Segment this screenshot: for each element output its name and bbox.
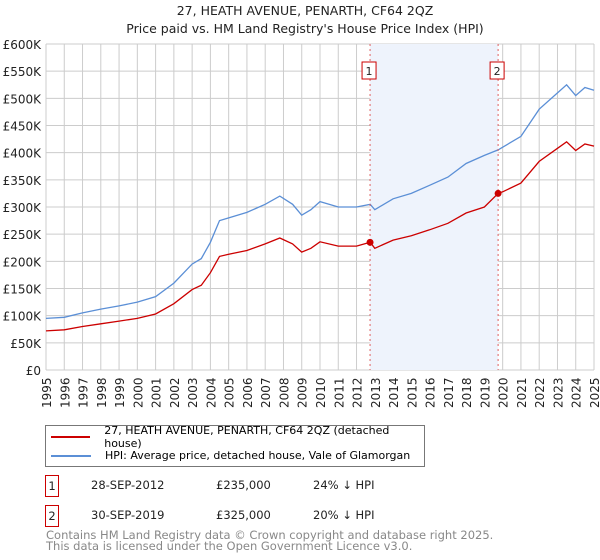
x-tick-label: 2011 <box>332 377 346 408</box>
price-chart: 27, HEATH AVENUE, PENARTH, CF64 2QZ Pric… <box>3 3 600 408</box>
x-tick-label: 2017 <box>442 377 456 408</box>
y-tick-label: £450K <box>3 120 43 134</box>
x-tick-label: 2001 <box>150 377 164 408</box>
y-tick-label: £300K <box>3 201 43 215</box>
sale-date: 30-SEP-2019 <box>91 508 165 522</box>
x-tick-label: 1998 <box>95 377 109 408</box>
y-tick-label: £600K <box>3 38 43 52</box>
x-tick-label: 2015 <box>405 377 419 408</box>
property-price-line <box>45 140 595 332</box>
chart-title: 27, HEATH AVENUE, PENARTH, CF64 2QZ <box>177 3 434 18</box>
sale-marker-label: 1 <box>45 475 59 497</box>
x-tick-label: 1996 <box>58 377 72 408</box>
x-tick-label: 2008 <box>277 377 291 408</box>
sale-row-2: 2 30-SEP-2019 £325,000 20% ↓ HPI <box>45 505 445 527</box>
sale-marker-box <box>361 61 377 80</box>
y-tick-label: £250K <box>3 228 43 242</box>
y-tick-label: £500K <box>3 92 43 106</box>
x-tick-label: 2014 <box>387 377 401 408</box>
hpi-line <box>45 83 595 320</box>
x-tick-label: 2016 <box>424 377 438 408</box>
footer-copyright: Contains HM Land Registry data © Crown c… <box>46 528 494 542</box>
x-tick-label: 2020 <box>497 377 511 408</box>
x-tick-label: 2023 <box>551 377 565 408</box>
x-tick-label: 2002 <box>168 377 182 408</box>
x-tick-label: 2022 <box>533 377 547 408</box>
x-tick-label: 1997 <box>77 377 91 408</box>
x-tick-label: 2009 <box>296 377 310 408</box>
sale-hpi-diff: 20% ↓ HPI <box>313 508 375 522</box>
y-tick-label: £100K <box>3 310 43 324</box>
x-tick-label: 2003 <box>186 377 200 408</box>
x-tick-label: 2012 <box>351 377 365 408</box>
chart-subtitle: Price paid vs. HM Land Registry's House … <box>126 21 483 36</box>
y-tick-label: £200K <box>3 255 43 269</box>
x-tick-label: 2013 <box>369 377 383 408</box>
sale-marker-label: 1 <box>366 65 373 78</box>
sale-price: £235,000 <box>216 478 271 492</box>
x-tick-label: 1995 <box>40 377 54 408</box>
x-tick-label: 2025 <box>588 377 600 408</box>
sale-period-shade <box>370 44 499 370</box>
x-tick-label: 2019 <box>478 377 492 408</box>
x-tick-label: 2018 <box>460 377 474 408</box>
sale-date: 28-SEP-2012 <box>91 478 165 492</box>
x-tick-label: 2024 <box>570 377 584 408</box>
y-tick-label: £0 <box>26 364 41 378</box>
x-tick-label: 2021 <box>515 377 529 408</box>
legend-label-hpi: HPI: Average price, detached house, Vale… <box>105 449 411 462</box>
sale-marker-label: 2 <box>494 65 501 78</box>
x-tick-label: 2006 <box>241 377 255 408</box>
x-tick-label: 1999 <box>113 377 127 408</box>
footer-licence: This data is licensed under the Open Gov… <box>46 539 413 553</box>
sale-point <box>494 189 502 197</box>
y-tick-label: £50K <box>10 337 42 351</box>
sale-row-1: 1 28-SEP-2012 £235,000 24% ↓ HPI <box>45 475 445 497</box>
x-tick-label: 2007 <box>259 377 273 408</box>
legend-label-property: 27, HEATH AVENUE, PENARTH, CF64 2QZ (det… <box>104 423 390 450</box>
sale-price: £325,000 <box>216 508 271 522</box>
y-tick-label: £550K <box>3 65 43 79</box>
x-tick-label: 2000 <box>131 377 145 408</box>
sale-marker-label: 2 <box>45 505 59 527</box>
y-tick-label: £400K <box>3 147 43 161</box>
y-tick-label: £150K <box>3 283 43 297</box>
x-tick-label: 2004 <box>204 377 218 408</box>
sale-hpi-diff: 24% ↓ HPI <box>313 478 375 492</box>
legend: 27, HEATH AVENUE, PENARTH, CF64 2QZ (det… <box>45 423 425 467</box>
x-tick-label: 2005 <box>223 377 237 408</box>
footer: Contains HM Land Registry data © Crown c… <box>46 528 494 553</box>
sale-point <box>366 238 374 246</box>
x-tick-label: 2010 <box>314 377 328 408</box>
legend-swatch-property <box>51 435 91 438</box>
legend-swatch-hpi <box>51 454 91 457</box>
y-tick-label: £350K <box>3 174 43 188</box>
sale-marker-box <box>489 61 505 80</box>
